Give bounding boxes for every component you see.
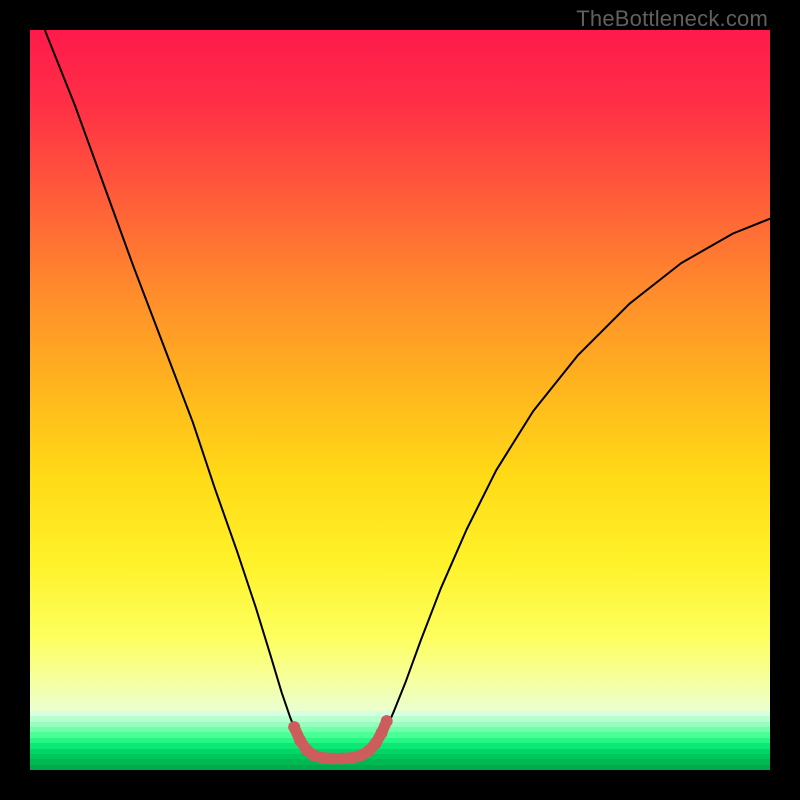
plot-area xyxy=(30,30,770,770)
trough-dot xyxy=(370,737,382,749)
trough-dot xyxy=(381,715,393,727)
bottleneck-curve xyxy=(45,30,770,759)
trough-dot xyxy=(376,727,388,739)
trough-overlay xyxy=(288,715,393,764)
curve-layer xyxy=(30,30,770,770)
chart-stage: TheBottleneck.com xyxy=(0,0,800,800)
trough-dot xyxy=(336,753,348,765)
trough-dot xyxy=(326,753,338,765)
trough-dot xyxy=(288,721,300,733)
watermark-text: TheBottleneck.com xyxy=(576,6,768,32)
